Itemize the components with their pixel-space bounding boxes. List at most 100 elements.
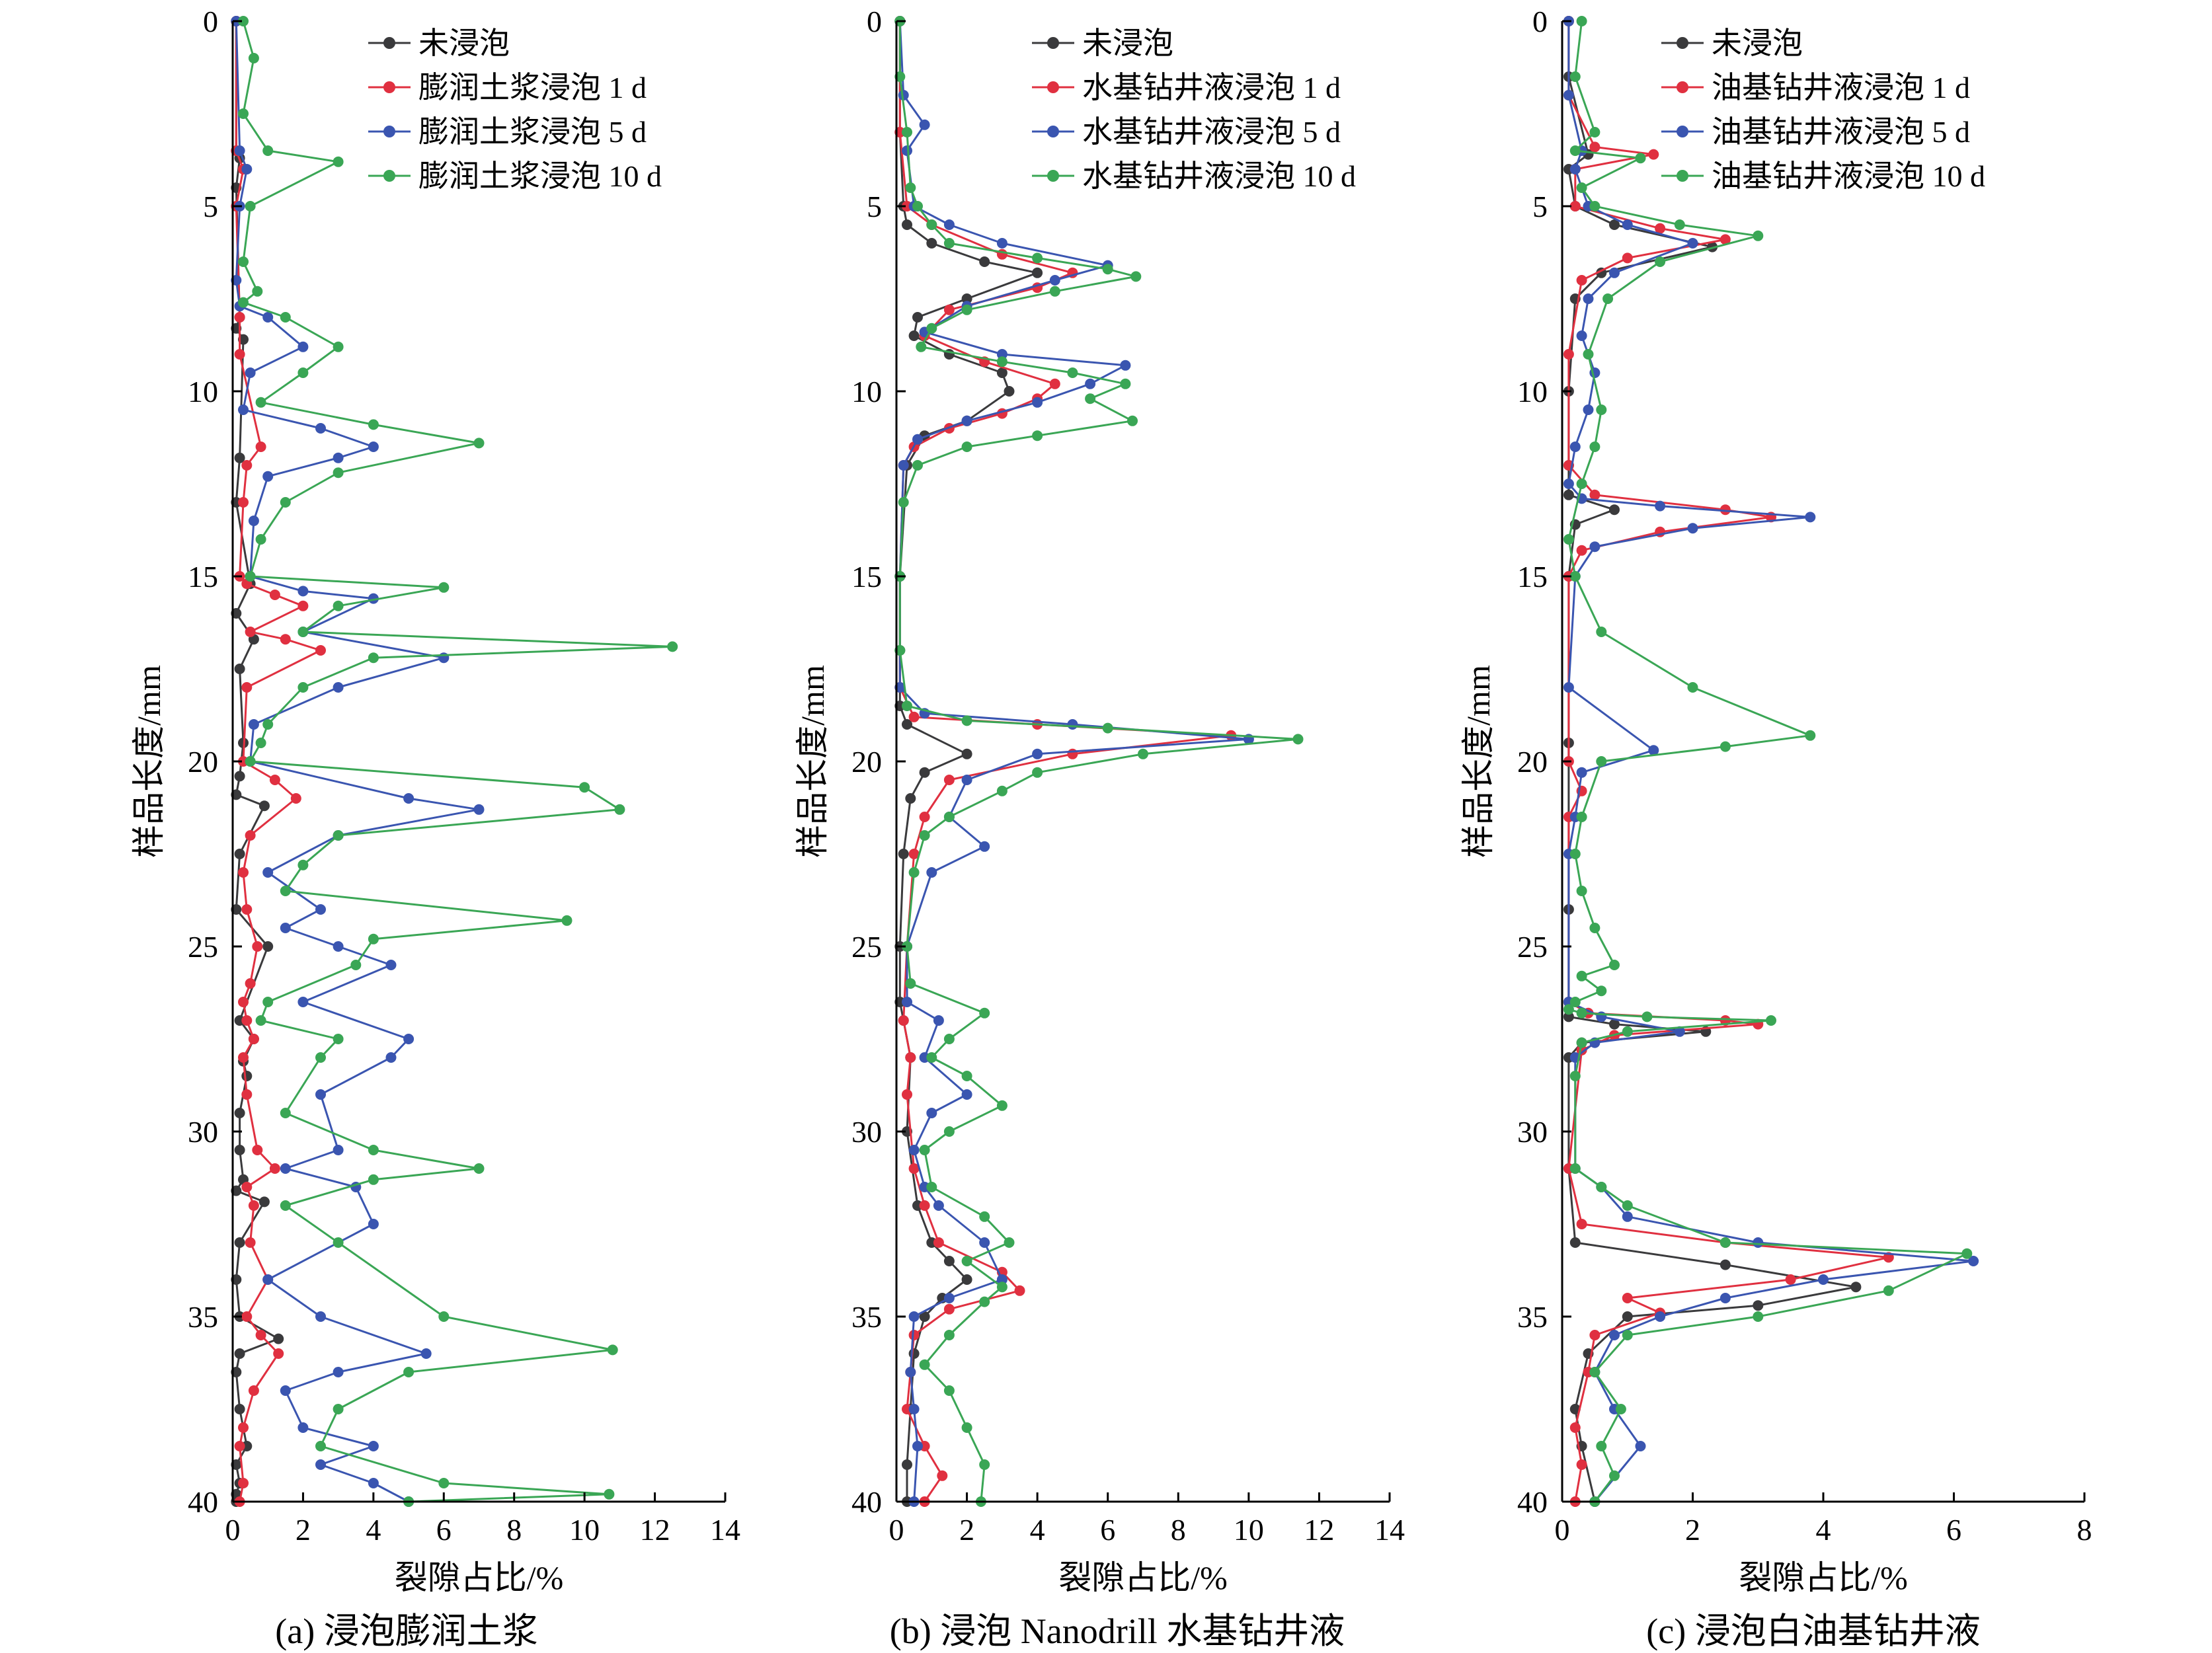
data-point xyxy=(961,415,972,426)
x-tick-label: 0 xyxy=(225,1513,241,1547)
data-point xyxy=(333,830,344,841)
data-point xyxy=(252,941,263,952)
data-point xyxy=(1563,682,1574,693)
data-point xyxy=(333,682,344,693)
data-point xyxy=(1576,812,1587,822)
data-point xyxy=(252,1145,263,1155)
data-point xyxy=(1655,223,1666,234)
data-point xyxy=(234,1108,245,1118)
data-point xyxy=(979,256,990,267)
legend-swatch-marker xyxy=(1677,126,1688,137)
data-point xyxy=(333,1367,344,1377)
legend-label: 水基钻井液浸泡 10 d xyxy=(1082,159,1356,193)
data-point xyxy=(262,941,274,952)
data-point xyxy=(1049,286,1060,297)
data-point xyxy=(269,590,280,600)
legend-swatch-marker xyxy=(383,37,395,49)
x-tick-label: 8 xyxy=(2077,1513,2092,1547)
data-point xyxy=(234,1348,245,1359)
legend-swatch-marker xyxy=(383,126,395,137)
data-point xyxy=(245,201,256,211)
x-tick-label: 2 xyxy=(296,1513,311,1547)
data-point xyxy=(1576,479,1587,489)
data-point xyxy=(943,1256,955,1266)
data-point xyxy=(902,1459,912,1470)
data-point xyxy=(996,1100,1007,1111)
data-point xyxy=(1583,349,1594,360)
data-point xyxy=(368,1174,379,1185)
data-point xyxy=(241,1015,253,1026)
data-point xyxy=(368,442,379,452)
data-point xyxy=(1622,1026,1633,1037)
data-point xyxy=(252,286,263,297)
data-point xyxy=(234,1145,245,1155)
y-tick-label: 10 xyxy=(188,375,218,408)
data-point xyxy=(368,1145,379,1155)
data-point xyxy=(403,1367,415,1377)
data-point xyxy=(1648,149,1659,160)
data-point xyxy=(1569,201,1581,211)
x-axis-title: 裂隙占比/% xyxy=(1739,1559,1908,1596)
data-point xyxy=(961,1089,972,1100)
y-tick-label: 10 xyxy=(851,375,882,408)
data-point xyxy=(238,297,249,308)
data-point xyxy=(1615,1404,1626,1414)
data-point xyxy=(350,960,362,970)
data-point xyxy=(979,1007,990,1019)
data-point xyxy=(943,1034,955,1044)
data-point xyxy=(1622,219,1633,230)
data-point xyxy=(241,904,253,915)
y-tick-label: 0 xyxy=(867,5,882,38)
data-point xyxy=(1674,219,1685,230)
data-point xyxy=(273,1333,284,1344)
x-tick-label: 4 xyxy=(1030,1513,1045,1547)
legend-label: 膨润土浆浸泡 5 d xyxy=(418,115,647,149)
y-tick-label: 25 xyxy=(851,930,882,964)
data-point xyxy=(1635,153,1646,164)
data-point xyxy=(1622,1200,1633,1211)
data-point xyxy=(385,960,397,970)
data-point xyxy=(961,442,972,452)
legend-swatch-marker xyxy=(1047,81,1059,93)
y-tick-label: 15 xyxy=(1517,560,1548,594)
data-point xyxy=(1719,1293,1731,1303)
data-point xyxy=(908,711,920,722)
x-tick-label: 14 xyxy=(710,1513,740,1547)
data-point xyxy=(1032,267,1043,278)
legend-label: 膨润土浆浸泡 10 d xyxy=(418,159,662,193)
data-point xyxy=(926,867,937,878)
data-point xyxy=(1067,367,1078,378)
data-point xyxy=(1609,1330,1620,1340)
data-point xyxy=(1569,1237,1581,1248)
data-point xyxy=(996,367,1007,378)
data-point xyxy=(297,586,309,597)
y-tick-label: 20 xyxy=(188,745,218,779)
data-point xyxy=(905,182,916,193)
data-point xyxy=(297,627,309,637)
legend-label: 油基钻井液浸泡 5 d xyxy=(1712,115,1970,149)
x-tick-label: 4 xyxy=(366,1513,381,1547)
data-point xyxy=(1766,1015,1776,1026)
data-point xyxy=(1596,756,1607,767)
data-point xyxy=(912,312,923,323)
data-point xyxy=(1032,430,1043,442)
data-point xyxy=(1596,1182,1607,1192)
data-point xyxy=(248,516,259,526)
data-point xyxy=(943,1126,955,1137)
data-point xyxy=(241,460,253,471)
data-point xyxy=(403,1034,415,1044)
data-point xyxy=(926,219,937,230)
series-line xyxy=(1567,20,1968,1502)
legend-swatch-marker xyxy=(1047,37,1059,49)
y-tick-label: 20 xyxy=(1517,745,1548,779)
y-tick-label: 40 xyxy=(1517,1485,1548,1519)
data-point xyxy=(368,1441,379,1451)
data-point xyxy=(1589,923,1600,933)
data-point xyxy=(905,1052,916,1063)
data-point xyxy=(908,1311,920,1322)
data-point xyxy=(933,1237,944,1248)
data-point xyxy=(234,664,245,674)
data-point xyxy=(902,701,912,711)
